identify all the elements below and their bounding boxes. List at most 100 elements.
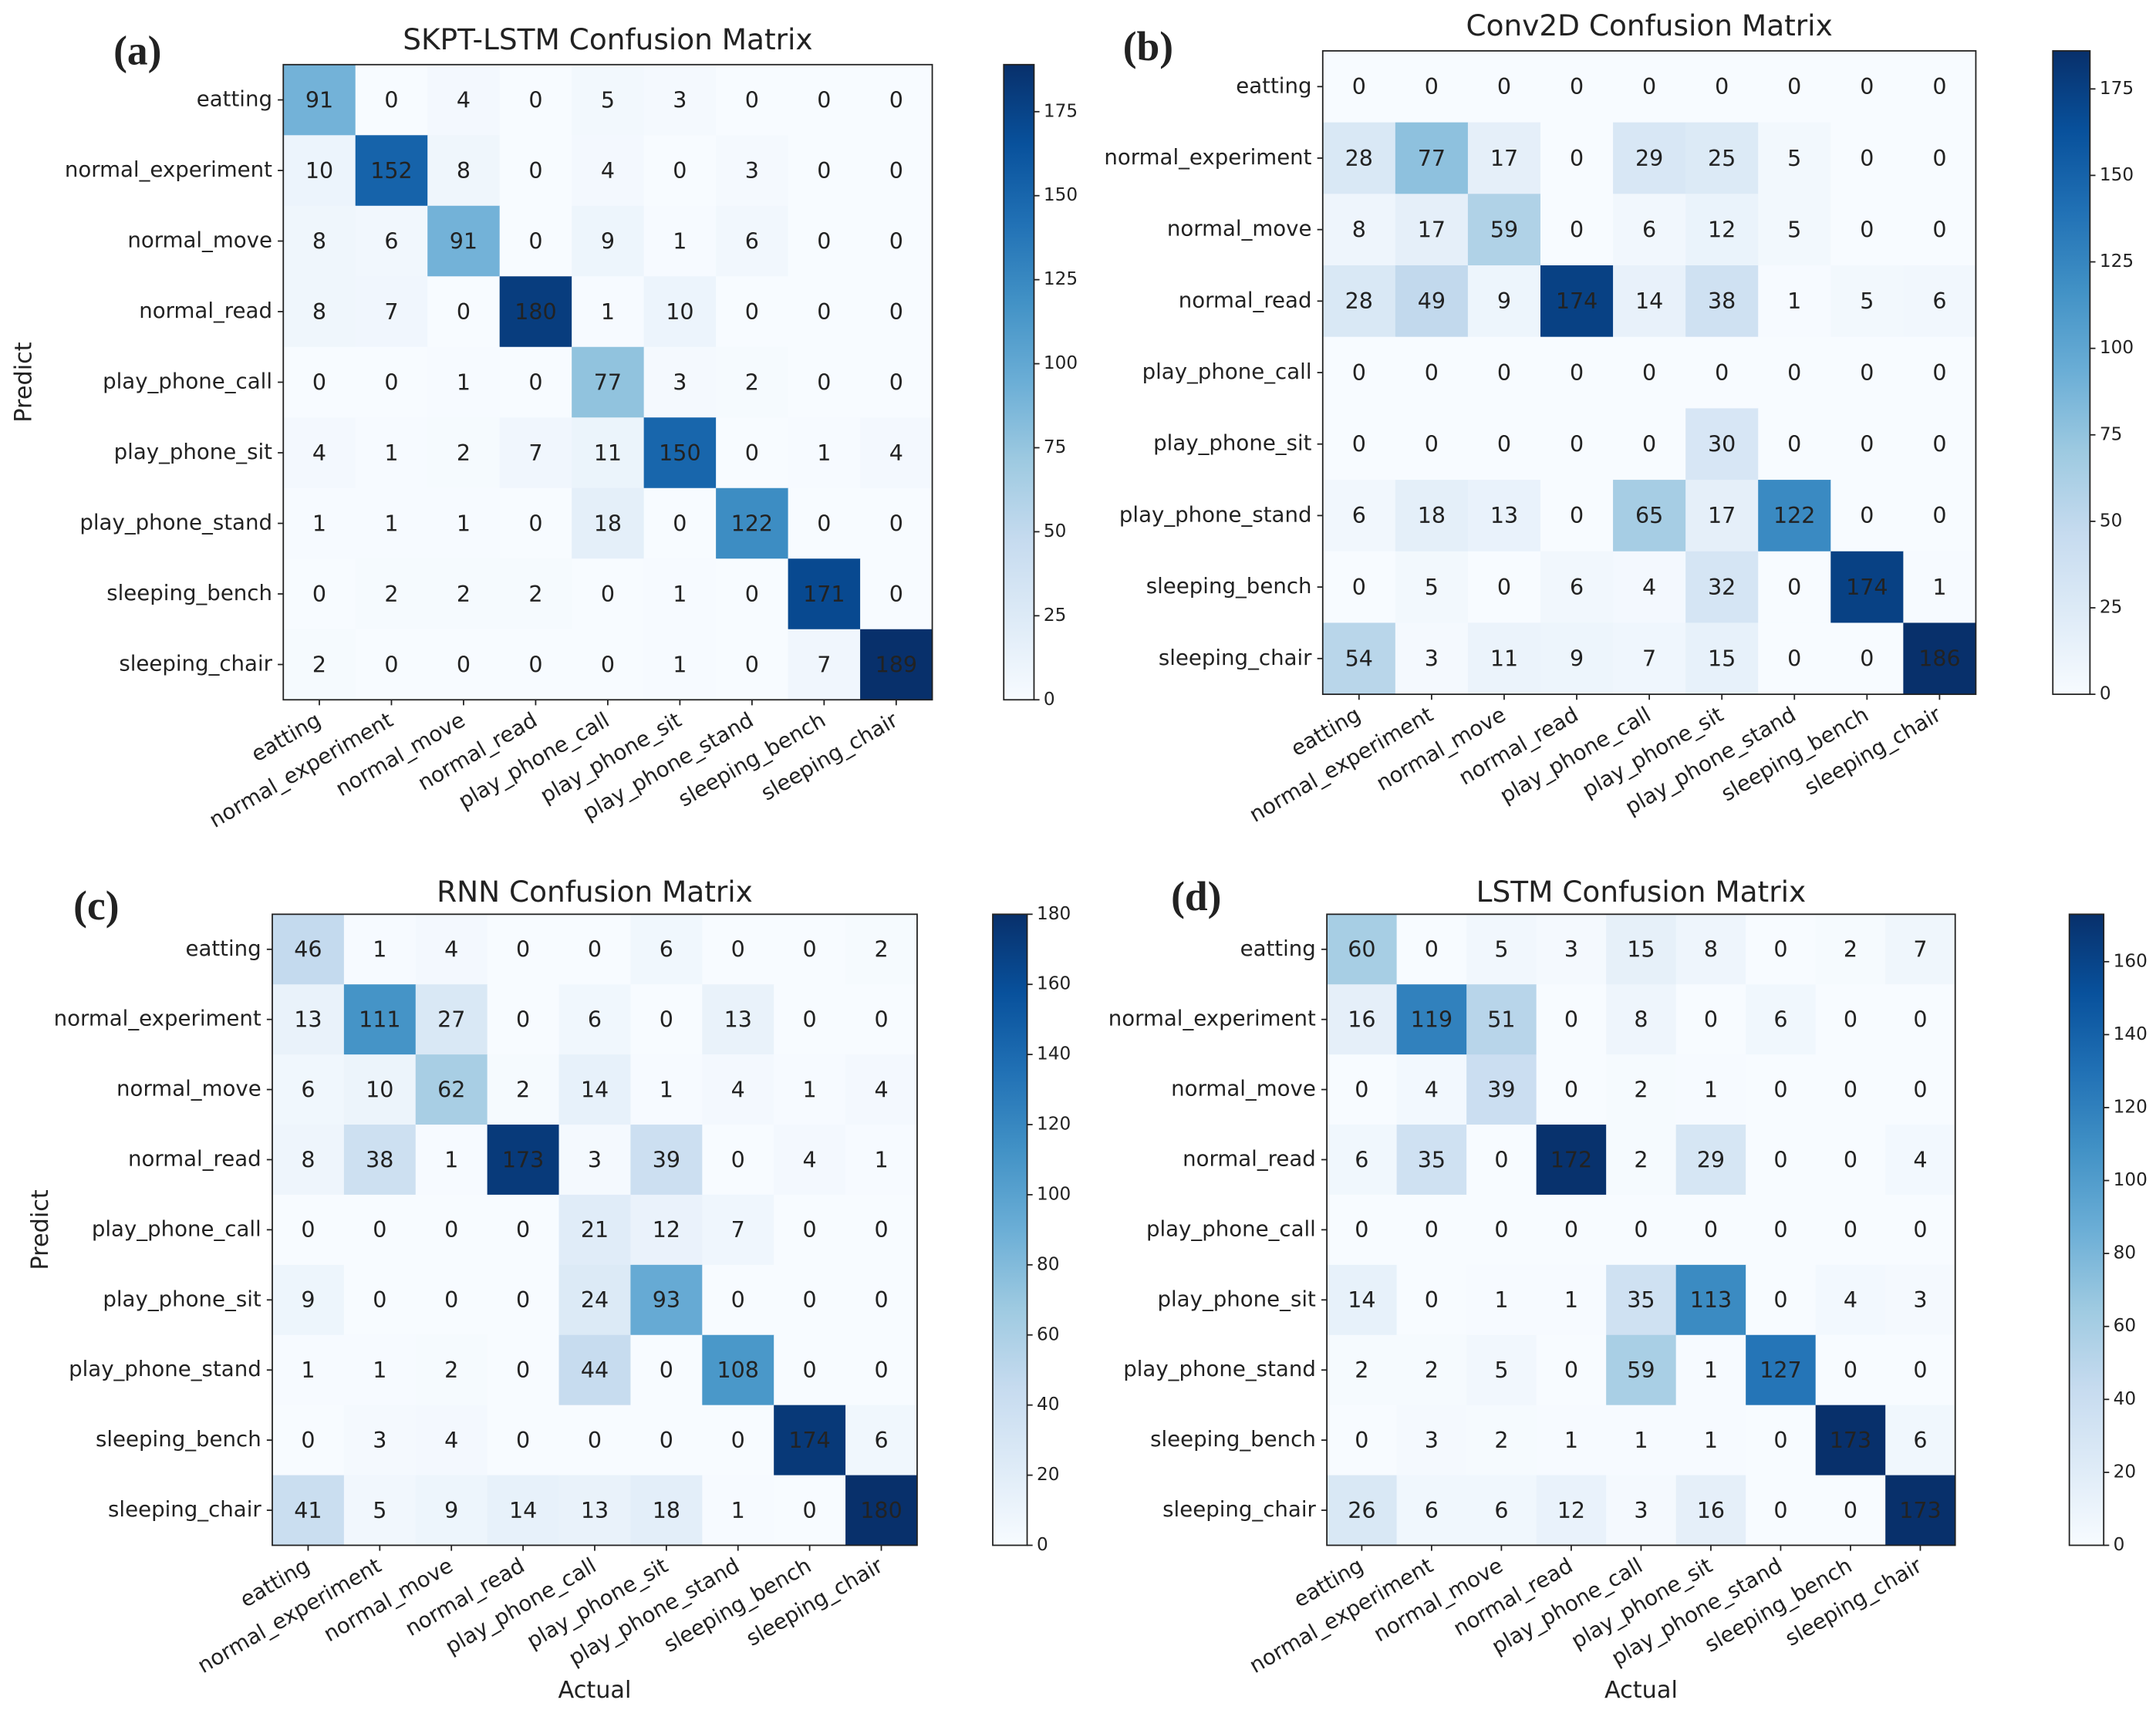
cell bbox=[1685, 194, 1759, 266]
cell-value: 0 bbox=[1773, 1077, 1787, 1102]
cell bbox=[1685, 551, 1759, 623]
cell bbox=[1606, 1405, 1677, 1476]
cell-value: 39 bbox=[1487, 1077, 1515, 1102]
cell-value: 5 bbox=[1494, 937, 1508, 963]
cell-value: 0 bbox=[874, 1287, 888, 1313]
cell bbox=[702, 1264, 774, 1336]
colorbar-tick-label: 25 bbox=[2100, 597, 2122, 618]
cell-value: 8 bbox=[301, 1147, 315, 1172]
cell-value: 27 bbox=[437, 1007, 465, 1032]
cell-value: 0 bbox=[889, 158, 903, 184]
cell bbox=[427, 629, 501, 700]
colorbar-tick-label: 80 bbox=[2114, 1243, 2136, 1263]
cell bbox=[355, 558, 428, 630]
y-tick-label: normal_experiment bbox=[1104, 144, 1311, 170]
cell bbox=[860, 487, 933, 559]
cell bbox=[1540, 480, 1614, 552]
colorbar-tick-label: 0 bbox=[1044, 689, 1055, 710]
cell bbox=[1327, 1334, 1398, 1406]
cell bbox=[1466, 914, 1537, 985]
cell bbox=[788, 276, 861, 348]
cell bbox=[1396, 984, 1467, 1055]
cell-value: 0 bbox=[1704, 1217, 1718, 1243]
cell-value: 28 bbox=[1345, 288, 1373, 314]
cell bbox=[630, 1334, 703, 1406]
cell-value: 11 bbox=[1490, 646, 1518, 672]
colorbar-tick-label: 0 bbox=[2114, 1534, 2125, 1555]
cell bbox=[1322, 336, 1396, 409]
cell-value: 1 bbox=[1932, 575, 1946, 600]
cell-value: 0 bbox=[1773, 1428, 1787, 1453]
cell bbox=[283, 135, 356, 207]
cell bbox=[1322, 122, 1396, 194]
cell-value: 0 bbox=[1860, 432, 1874, 457]
cell bbox=[572, 276, 645, 348]
cell-value: 3 bbox=[745, 158, 759, 184]
cell bbox=[558, 1264, 631, 1336]
cell bbox=[499, 276, 572, 348]
cell-value: 0 bbox=[1352, 575, 1366, 600]
cell bbox=[845, 914, 918, 985]
cell bbox=[283, 417, 356, 489]
cell-value: 122 bbox=[1773, 503, 1815, 528]
cell-value: 4 bbox=[1913, 1147, 1927, 1172]
chart-title: Conv2D Confusion Matrix bbox=[1466, 8, 1832, 42]
colorbar-tick-label: 140 bbox=[2114, 1024, 2148, 1044]
cell-value: 0 bbox=[516, 1287, 530, 1313]
cell bbox=[343, 984, 417, 1055]
cell bbox=[1396, 1334, 1467, 1406]
y-tick-label: play_phone_stand bbox=[79, 510, 272, 535]
cell-value: 0 bbox=[1844, 1007, 1857, 1032]
cell-value: 0 bbox=[1497, 360, 1511, 386]
cell-value: 0 bbox=[1715, 360, 1729, 386]
cell bbox=[1396, 1405, 1467, 1476]
cell bbox=[774, 914, 846, 985]
cell bbox=[283, 205, 356, 277]
cell-value: 0 bbox=[1355, 1077, 1368, 1102]
cell bbox=[1395, 194, 1469, 266]
cell-value: 0 bbox=[731, 1147, 745, 1172]
cell-value: 0 bbox=[1860, 360, 1874, 386]
cell-value: 0 bbox=[874, 1007, 888, 1032]
cell bbox=[845, 1054, 918, 1125]
cell-value: 65 bbox=[1635, 503, 1663, 528]
cell-value: 0 bbox=[1932, 360, 1946, 386]
chart-title: SKPT-LSTM Confusion Matrix bbox=[403, 22, 812, 56]
cell-value: 0 bbox=[1860, 217, 1874, 242]
cell bbox=[572, 487, 645, 559]
cell bbox=[774, 1264, 846, 1336]
cell-value: 0 bbox=[528, 511, 542, 536]
cell-value: 0 bbox=[660, 1007, 673, 1032]
colorbar-tick-label: 100 bbox=[1037, 1183, 1071, 1204]
cell bbox=[558, 914, 631, 985]
cell bbox=[1758, 622, 1831, 695]
cell-value: 0 bbox=[803, 937, 817, 963]
cell-value: 7 bbox=[528, 440, 542, 466]
cell-value: 6 bbox=[1570, 575, 1584, 600]
cell-value: 11 bbox=[594, 440, 622, 466]
cell-value: 0 bbox=[384, 652, 398, 677]
cell bbox=[272, 984, 345, 1055]
cell-value: 2 bbox=[384, 582, 398, 607]
cell-value: 0 bbox=[1773, 937, 1787, 963]
cell bbox=[1815, 1475, 1886, 1546]
cell bbox=[427, 417, 501, 489]
cell-value: 0 bbox=[1773, 1498, 1787, 1523]
cell bbox=[1467, 622, 1541, 695]
colorbar bbox=[992, 913, 1028, 1546]
cell-value: 1 bbox=[373, 937, 386, 963]
cell-value: 10 bbox=[305, 158, 333, 184]
cell bbox=[716, 135, 789, 207]
cell-value: 10 bbox=[666, 299, 693, 325]
cell bbox=[1746, 1125, 1817, 1196]
cell bbox=[1746, 1264, 1817, 1336]
cell-value: 0 bbox=[384, 87, 398, 113]
cell-value: 3 bbox=[673, 87, 687, 113]
cell-value: 0 bbox=[516, 1358, 530, 1383]
y-tick-label: sleeping_chair bbox=[108, 1496, 261, 1522]
cell-value: 0 bbox=[1497, 432, 1511, 457]
cell bbox=[702, 1334, 774, 1406]
y-tick-label: normal_read bbox=[139, 298, 272, 323]
cell-value: 0 bbox=[1570, 217, 1584, 242]
cell-value: 91 bbox=[450, 228, 477, 254]
